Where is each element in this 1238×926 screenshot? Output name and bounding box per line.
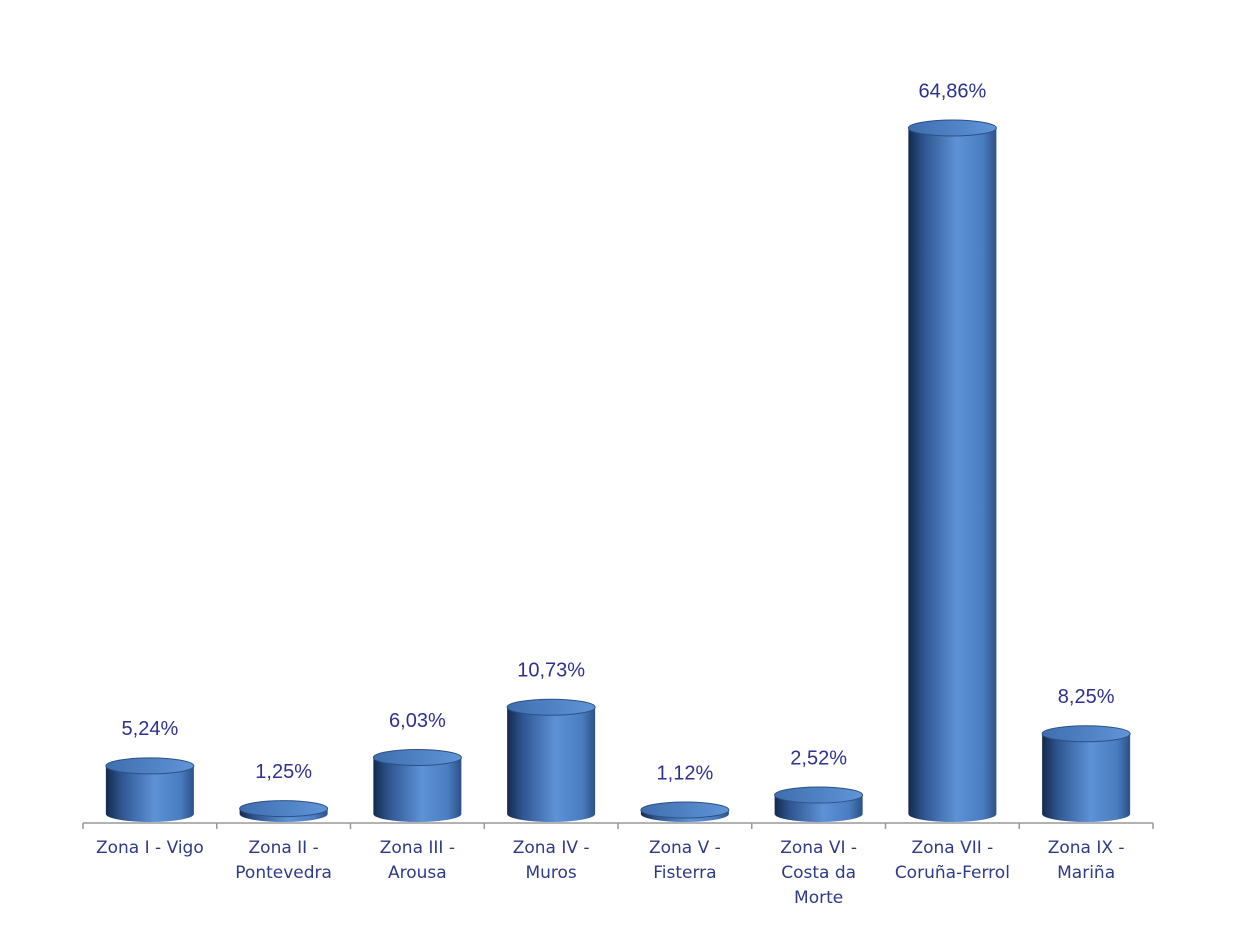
- bar: [373, 757, 462, 822]
- x-tick-label: Zona V - Fisterra: [648, 838, 721, 883]
- data-label: 8,25%: [1058, 686, 1115, 708]
- data-label: 2,52%: [790, 747, 847, 769]
- data-label: 1,25%: [255, 761, 312, 783]
- data-label: 10,73%: [517, 659, 585, 681]
- bar-top: [640, 801, 730, 819]
- data-label: 64,86%: [918, 80, 986, 102]
- x-tick-label: Zona I - Vigo: [95, 838, 204, 858]
- bar: [1042, 733, 1131, 822]
- bar-top: [907, 119, 997, 137]
- bar-top: [105, 757, 195, 775]
- bar: [908, 128, 997, 822]
- x-tick-label: Zona VII - Coruña-Ferrol: [894, 838, 1010, 883]
- x-tick-label: Zona IV - Muros: [512, 838, 590, 883]
- data-label: 1,12%: [657, 762, 714, 784]
- x-tick-label: Zona II - Pontevedra: [235, 838, 332, 883]
- data-label: 6,03%: [389, 710, 446, 732]
- x-tick-label: Zona III - Arousa: [379, 838, 455, 883]
- bar-top: [239, 800, 329, 818]
- bar: [507, 707, 596, 822]
- bar-top: [1041, 725, 1131, 743]
- bar-top: [372, 748, 462, 766]
- x-tick-label: Zona IX - Mariña: [1047, 838, 1125, 883]
- bar-top: [506, 698, 596, 716]
- x-tick-label: Zona VI - Costa da Morte: [780, 838, 858, 908]
- bar: [105, 765, 194, 822]
- bar-top: [774, 786, 864, 804]
- data-label: 5,24%: [122, 718, 179, 740]
